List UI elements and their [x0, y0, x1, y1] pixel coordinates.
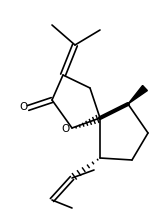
Text: O: O — [19, 102, 27, 112]
Polygon shape — [128, 85, 147, 104]
Text: O: O — [62, 124, 70, 134]
